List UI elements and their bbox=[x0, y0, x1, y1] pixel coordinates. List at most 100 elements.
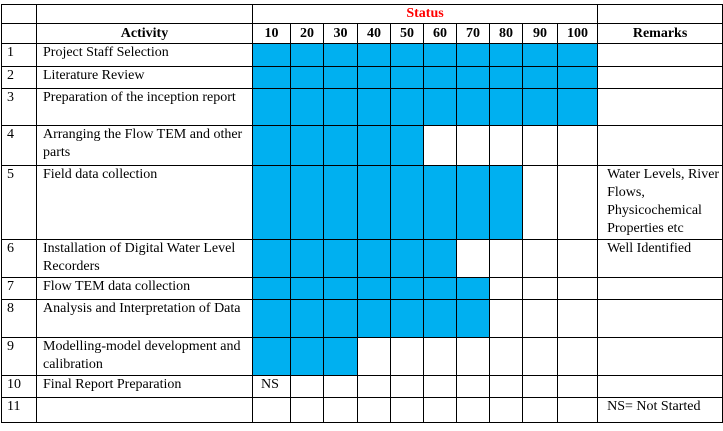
row-number: 6 bbox=[1, 239, 37, 278]
status-cell-filled bbox=[252, 125, 291, 166]
status-cell-filled bbox=[456, 299, 490, 338]
table-body: 1 Project Staff Selection 2 Literature Revi… bbox=[1, 43, 723, 423]
activity-cell: Installation of Digital Water Level Reco… bbox=[36, 239, 253, 278]
status-cell-filled bbox=[252, 277, 291, 300]
row-number: 7 bbox=[1, 277, 37, 300]
status-cell-empty bbox=[357, 337, 391, 376]
remarks-cell bbox=[597, 125, 723, 166]
table-row: 7 Flow TEM data collection bbox=[1, 277, 723, 300]
status-cell-empty bbox=[489, 375, 523, 398]
status-cell-filled bbox=[290, 125, 324, 166]
activity-cell: Preparation of the inception report bbox=[36, 88, 253, 126]
header-blank-cell bbox=[1, 4, 37, 24]
status-cell-empty bbox=[390, 337, 424, 376]
status-cell-filled bbox=[390, 239, 424, 278]
activity-cell: Field data collection bbox=[36, 165, 253, 240]
status-cell-filled bbox=[456, 165, 490, 240]
status-cell-filled bbox=[390, 43, 424, 67]
status-cell-empty bbox=[522, 239, 558, 278]
status-cell-filled bbox=[489, 66, 523, 89]
status-cell-filled bbox=[357, 277, 391, 300]
status-cell-filled bbox=[556, 66, 599, 89]
status-cell-filled bbox=[390, 165, 424, 240]
table-row: 11 NS= Not Started bbox=[1, 397, 723, 423]
status-cell-filled bbox=[290, 277, 324, 300]
remarks-cell bbox=[597, 337, 723, 376]
status-cell-filled bbox=[423, 239, 457, 278]
status-cell-filled bbox=[489, 165, 523, 240]
status-cell-filled bbox=[252, 299, 291, 338]
status-cell-empty bbox=[357, 375, 391, 398]
status-cell-filled bbox=[456, 88, 490, 126]
status-cell-filled bbox=[423, 277, 457, 300]
remarks-cell bbox=[597, 66, 723, 89]
status-cell-filled bbox=[252, 337, 291, 376]
status-cell-filled bbox=[357, 239, 391, 278]
status-cell-filled bbox=[323, 125, 358, 166]
status-cell-filled bbox=[556, 88, 599, 126]
status-cell-filled bbox=[323, 337, 358, 376]
status-cell-filled bbox=[423, 88, 457, 126]
status-header-row: Status bbox=[1, 4, 723, 24]
status-cell-empty bbox=[522, 337, 558, 376]
activity-cell: Arranging the Flow TEM and other parts bbox=[36, 125, 253, 166]
status-heading: Status bbox=[251, 4, 599, 24]
status-cell-empty bbox=[556, 277, 599, 300]
status-cell-filled bbox=[357, 66, 391, 89]
header-blank-cell bbox=[597, 4, 723, 24]
remarks-cell: Well Identified bbox=[597, 239, 723, 278]
status-cell-filled bbox=[357, 43, 391, 67]
activity-status-table: Status Activity 10 20 30 40 50 60 70 80 … bbox=[1, 4, 723, 423]
status-cell-empty bbox=[423, 125, 457, 166]
status-cell-empty bbox=[522, 397, 558, 423]
status-cell-filled bbox=[323, 88, 358, 126]
status-cell-filled bbox=[357, 165, 391, 240]
status-cell-filled bbox=[290, 337, 324, 376]
status-cell-empty bbox=[323, 397, 358, 423]
activity-cell: Flow TEM data collection bbox=[36, 277, 253, 300]
status-cell-filled bbox=[423, 299, 457, 338]
activity-cell: Modelling-model development and calibrat… bbox=[36, 337, 253, 376]
status-cell-empty bbox=[456, 125, 490, 166]
status-cell-empty bbox=[522, 277, 558, 300]
activity-cell: Project Staff Selection bbox=[36, 43, 253, 67]
row-number: 11 bbox=[1, 397, 37, 423]
remarks-cell bbox=[597, 375, 723, 398]
status-cell-empty bbox=[556, 375, 599, 398]
row-number: 10 bbox=[1, 375, 37, 398]
status-cell-filled bbox=[252, 88, 291, 126]
status-cell-empty bbox=[556, 397, 599, 423]
status-cell-filled bbox=[390, 66, 424, 89]
status-cell-filled bbox=[357, 299, 391, 338]
status-cell-filled bbox=[290, 43, 324, 67]
row-number: 2 bbox=[1, 66, 37, 89]
status-cell-empty bbox=[252, 397, 291, 423]
status-cell-filled bbox=[423, 43, 457, 67]
status-cell-filled bbox=[390, 125, 424, 166]
status-cell-filled bbox=[456, 66, 490, 89]
activity-cell: Literature Review bbox=[36, 66, 253, 89]
status-cell-filled bbox=[556, 43, 599, 67]
status-cell-filled bbox=[522, 43, 558, 67]
status-cell-filled bbox=[252, 66, 291, 89]
status-cell-empty bbox=[556, 125, 599, 166]
status-cell-empty bbox=[290, 397, 324, 423]
status-cell-filled bbox=[390, 299, 424, 338]
status-cell-empty bbox=[489, 239, 523, 278]
column-header-row: Activity 10 20 30 40 50 60 70 80 90 100 … bbox=[1, 23, 723, 44]
status-cell-empty bbox=[556, 337, 599, 376]
status-cell-empty bbox=[489, 125, 523, 166]
status-cell-empty bbox=[423, 397, 457, 423]
status-percent-heading: 60 bbox=[423, 23, 457, 44]
activity-heading: Activity bbox=[36, 23, 253, 44]
status-cell-empty bbox=[522, 165, 558, 240]
remarks-cell bbox=[597, 43, 723, 67]
status-cell-empty bbox=[522, 299, 558, 338]
status-cell-empty bbox=[456, 397, 490, 423]
status-percent-heading: 80 bbox=[489, 23, 523, 44]
row-number: 4 bbox=[1, 125, 37, 166]
status-cell-empty bbox=[522, 375, 558, 398]
remarks-cell: NS= Not Started bbox=[597, 397, 723, 423]
status-percent-heading: 100 bbox=[556, 23, 599, 44]
status-note: NS bbox=[252, 375, 291, 398]
